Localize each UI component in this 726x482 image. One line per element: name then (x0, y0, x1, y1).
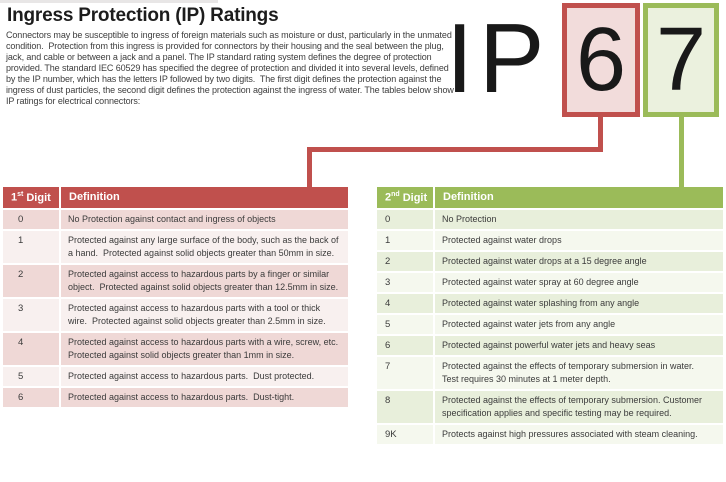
table-row: 8 Protected against the effects of tempor… (377, 390, 723, 425)
table-row: 0 No Protection against contact and ingre… (3, 209, 348, 231)
second-digit-table-header-row: 2nd Digit Definition (377, 187, 723, 210)
table-row: 9K Protects against high pressures associ… (377, 424, 723, 446)
digit-cell: 3 (3, 298, 61, 333)
first-digit-table: 1st Digit Definition 0 No Protection again… (3, 187, 348, 409)
definition-cell: Protected against access to hazardous pa… (61, 264, 348, 299)
definition-cell: Protected against access to hazardous pa… (61, 332, 348, 367)
intro-paragraph: Connectors may be susceptible to ingress… (6, 30, 457, 106)
table-row: 1 Protected against any large surface of … (3, 230, 348, 265)
digit-cell: 8 (377, 390, 435, 425)
digit-cell: 0 (377, 209, 435, 231)
second-digit-column-header: 2nd Digit (377, 187, 435, 210)
digit-cell: 7 (377, 356, 435, 391)
definition-cell: Protected against access to hazardous pa… (61, 298, 348, 333)
digit-cell: 6 (3, 387, 61, 409)
definition-cell: Protected against any large surface of t… (61, 230, 348, 265)
first-digit-connector-drop-line (598, 114, 603, 152)
table-row: 0 No Protection (377, 209, 723, 231)
definition-cell: Protected against water drops (435, 230, 723, 252)
table-row: 3 Protected against water spray at 60 deg… (377, 272, 723, 294)
first-definition-column-header: Definition (61, 187, 348, 210)
ip-letter-i: I (446, 3, 474, 113)
table-row: 4 Protected against water splashing from … (377, 293, 723, 315)
definition-cell: Protected against water spray at 60 degr… (435, 272, 723, 294)
digit-cell: 0 (3, 209, 61, 231)
first-digit-table-header-row: 1st Digit Definition (3, 187, 348, 210)
page-title: Ingress Protection (IP) Ratings (7, 5, 279, 26)
header-digit-ordinal: nd (391, 191, 400, 198)
first-digit-box: 6 (562, 3, 640, 117)
digit-cell: 2 (377, 251, 435, 273)
definition-cell: Protected against access to hazardous pa… (61, 366, 348, 388)
digit-cell: 1 (377, 230, 435, 252)
second-digit-value: 7 (655, 9, 707, 110)
table-row: 6 Protected against access to hazardous p… (3, 387, 348, 409)
table-row: 5 Protected against water jets from any a… (377, 314, 723, 336)
first-digit-connector-table-drop-line (307, 147, 312, 188)
table-row: 6 Protected against powerful water jets a… (377, 335, 723, 357)
definition-cell: No Protection (435, 209, 723, 231)
table-row: 2 Protected against access to hazardous p… (3, 264, 348, 299)
table-row: 7 Protected against the effects of tempor… (377, 356, 723, 391)
definition-cell: Protects against high pressures associat… (435, 424, 723, 446)
ip-letter-p: P (479, 3, 545, 113)
definition-cell: Protected against water splashing from a… (435, 293, 723, 315)
first-digit-column-header: 1st Digit (3, 187, 61, 210)
table-row: 2 Protected against water drops at a 15 d… (377, 251, 723, 273)
definition-cell: No Protection against contact and ingres… (61, 209, 348, 231)
first-digit-value: 6 (575, 9, 627, 110)
header-digit-ordinal: st (17, 191, 24, 198)
second-definition-column-header: Definition (435, 187, 723, 210)
table-row: 1 Protected against water drops (377, 230, 723, 252)
digit-cell: 4 (377, 293, 435, 315)
second-digit-table-body: 0 No Protection 1 Protected against water d… (377, 209, 723, 446)
definition-cell: Protected against the effects of tempora… (435, 390, 723, 425)
top-edge-strip (0, 0, 218, 3)
digit-cell: 3 (377, 272, 435, 294)
second-digit-table: 2nd Digit Definition 0 No Protection 1 Prote… (377, 187, 723, 446)
table-row: 4 Protected against access to hazardous p… (3, 332, 348, 367)
definition-cell: Protected against water jets from any an… (435, 314, 723, 336)
definition-cell: Protected against powerful water jets an… (435, 335, 723, 357)
header-digit-word: Digit (402, 191, 428, 204)
definition-cell: Protected against access to hazardous pa… (61, 387, 348, 409)
definition-cell: Protected against water drops at a 15 de… (435, 251, 723, 273)
header-digit-number: 1 (11, 191, 18, 204)
digit-cell: 1 (3, 230, 61, 265)
digit-cell: 2 (3, 264, 61, 299)
table-row: 3 Protected against access to hazardous p… (3, 298, 348, 333)
first-digit-table-body: 0 No Protection against contact and ingre… (3, 209, 348, 409)
header-digit-number: 2 (385, 191, 392, 204)
second-digit-box: 7 (643, 3, 719, 117)
digit-cell: 5 (3, 366, 61, 388)
table-row: 5 Protected against access to hazardous p… (3, 366, 348, 388)
digit-cell: 6 (377, 335, 435, 357)
second-digit-connector-drop-line (679, 114, 684, 188)
digit-cell: 5 (377, 314, 435, 336)
header-digit-word: Digit (26, 191, 51, 204)
first-digit-connector-horizontal-line (307, 147, 603, 152)
definition-cell: Protected against the effects of tempora… (435, 356, 723, 391)
digit-cell: 4 (3, 332, 61, 367)
digit-cell: 9K (377, 424, 435, 446)
